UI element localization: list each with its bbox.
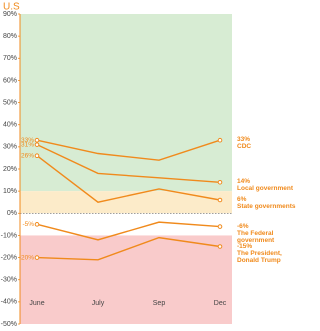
y-tick-label: 90% xyxy=(3,11,17,18)
y-tick-label: 0% xyxy=(7,210,17,217)
chart: U.S -50% -40% -30% -20% -10% 0% 10% 20% 30% 40% 50… xyxy=(1,2,232,328)
end-label: 14% Local government xyxy=(237,178,299,192)
y-tick-label: 50% xyxy=(3,99,17,106)
data-label: 33% xyxy=(21,137,34,144)
data-label: 33% xyxy=(237,136,251,144)
point xyxy=(217,197,223,203)
point xyxy=(34,142,40,147)
data-label: -6% xyxy=(237,222,249,230)
point xyxy=(217,244,223,249)
series-name: State governments xyxy=(237,203,296,210)
x-tick-label: Dec xyxy=(214,300,227,307)
data-label: -20% xyxy=(19,254,34,261)
page: U.S -50% -40% -30% -20% -10% 0% 10% 20% 30% 40% 50… xyxy=(0,1,299,328)
series-name: Local government xyxy=(237,185,293,193)
data-label: 14% xyxy=(237,178,251,186)
y-tick-label: -30% xyxy=(1,277,17,284)
y-tick-label: 60% xyxy=(3,77,17,84)
y-tick-label: -10% xyxy=(1,232,17,239)
band xyxy=(20,235,232,324)
line xyxy=(36,139,221,161)
point xyxy=(217,137,223,143)
y-tick-label: 30% xyxy=(3,144,17,151)
chart-title: U.S xyxy=(3,2,20,13)
y-tick-label: -20% xyxy=(1,254,17,261)
y-tick-label: -50% xyxy=(1,321,17,328)
x-tick-label: Sep xyxy=(153,300,166,307)
band xyxy=(20,14,232,192)
series-name: The President, Donald Trump xyxy=(237,249,282,264)
line xyxy=(36,236,221,261)
data-label: 26% xyxy=(21,152,34,159)
point xyxy=(217,224,223,229)
y-tick-label: -40% xyxy=(1,299,17,306)
end-label: 6% State governments xyxy=(237,196,299,210)
end-label: 33% CDC xyxy=(237,136,299,150)
point xyxy=(34,137,40,143)
y-tick-label: 10% xyxy=(3,188,17,195)
line xyxy=(36,221,221,241)
data-label: -5% xyxy=(22,221,34,228)
y-tick-label: 80% xyxy=(3,33,17,40)
point xyxy=(217,179,223,185)
x-tick-label: June xyxy=(29,300,44,307)
x-tick-label: July xyxy=(92,300,105,307)
end-label: -15% The President, Donald Trump xyxy=(237,243,299,264)
data-label: 6% xyxy=(237,196,247,203)
band xyxy=(20,191,232,214)
point xyxy=(34,222,40,227)
data-label: 31% xyxy=(21,141,34,148)
end-label: -6% The Federal government xyxy=(237,223,299,244)
point xyxy=(34,153,40,159)
series-name: The Federal government xyxy=(237,229,275,244)
y-tick-label: 20% xyxy=(3,166,17,173)
y-tick-label: 70% xyxy=(3,55,17,62)
line xyxy=(36,155,221,203)
point xyxy=(34,255,40,260)
line xyxy=(36,144,221,183)
y-tick-label: 40% xyxy=(3,122,17,129)
series-name: CDC xyxy=(237,143,252,151)
data-label: -15% xyxy=(237,242,253,250)
